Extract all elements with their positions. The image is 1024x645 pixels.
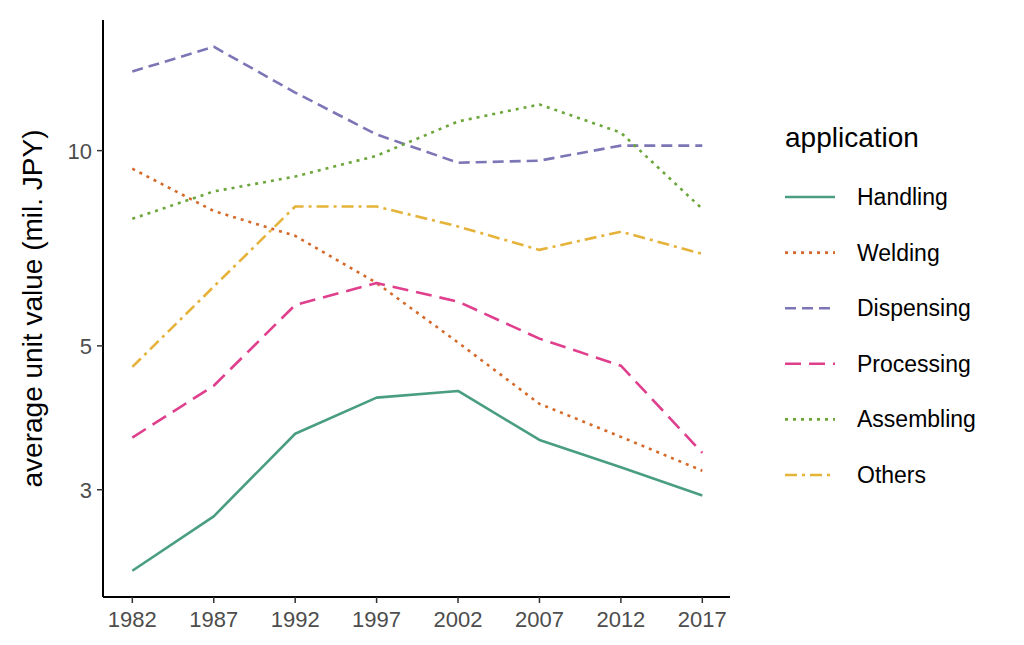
legend-key xyxy=(785,418,835,421)
x-tick xyxy=(132,597,134,603)
series-line xyxy=(132,104,702,218)
legend-key xyxy=(785,251,835,254)
x-tick xyxy=(294,597,296,603)
legend-label: Handling xyxy=(857,184,948,210)
y-tick-label: 3 xyxy=(80,478,92,503)
x-tick xyxy=(620,597,622,603)
y-tick xyxy=(97,489,103,491)
legend-label: Dispensing xyxy=(857,295,971,321)
series-line xyxy=(132,283,702,453)
x-tick-label: 2002 xyxy=(434,607,483,632)
legend-label: Processing xyxy=(857,351,971,377)
y-tick xyxy=(97,345,103,347)
series-line xyxy=(132,47,702,163)
series-line xyxy=(132,169,702,471)
legend-title: application xyxy=(785,122,919,153)
x-tick-label: 2012 xyxy=(596,607,645,632)
x-tick-label: 1987 xyxy=(189,607,238,632)
legend-key xyxy=(785,196,835,199)
x-axis-line xyxy=(103,596,730,598)
x-tick-label: 1982 xyxy=(108,607,157,632)
x-tick xyxy=(702,597,704,603)
x-tick-label: 2017 xyxy=(678,607,727,632)
legend-label: Others xyxy=(857,462,926,488)
chart: 3 5 10 1982 1987 1992 1997 2002 2007 2012 2017 aver… xyxy=(0,0,1024,645)
legend-label: Assembling xyxy=(857,406,976,432)
y-axis-label: average unit value (mil. JPY) xyxy=(17,130,48,488)
x-tick xyxy=(213,597,215,603)
legend-key xyxy=(785,307,835,310)
x-tick xyxy=(376,597,378,603)
legend-label: Welding xyxy=(857,240,940,266)
x-tick xyxy=(457,597,459,603)
lines xyxy=(132,47,702,571)
series-line xyxy=(132,391,702,571)
legend-key xyxy=(785,474,835,477)
x-tick-label: 1997 xyxy=(352,607,401,632)
series-line xyxy=(132,207,702,367)
y-tick-label: 10 xyxy=(68,139,92,164)
x-tick xyxy=(539,597,541,603)
x-tick-label: 1992 xyxy=(271,607,320,632)
y-tick xyxy=(97,150,103,152)
x-tick-label: 2007 xyxy=(515,607,564,632)
y-tick-label: 5 xyxy=(80,334,92,359)
legend-key xyxy=(785,362,835,365)
y-axis-line xyxy=(102,20,104,597)
